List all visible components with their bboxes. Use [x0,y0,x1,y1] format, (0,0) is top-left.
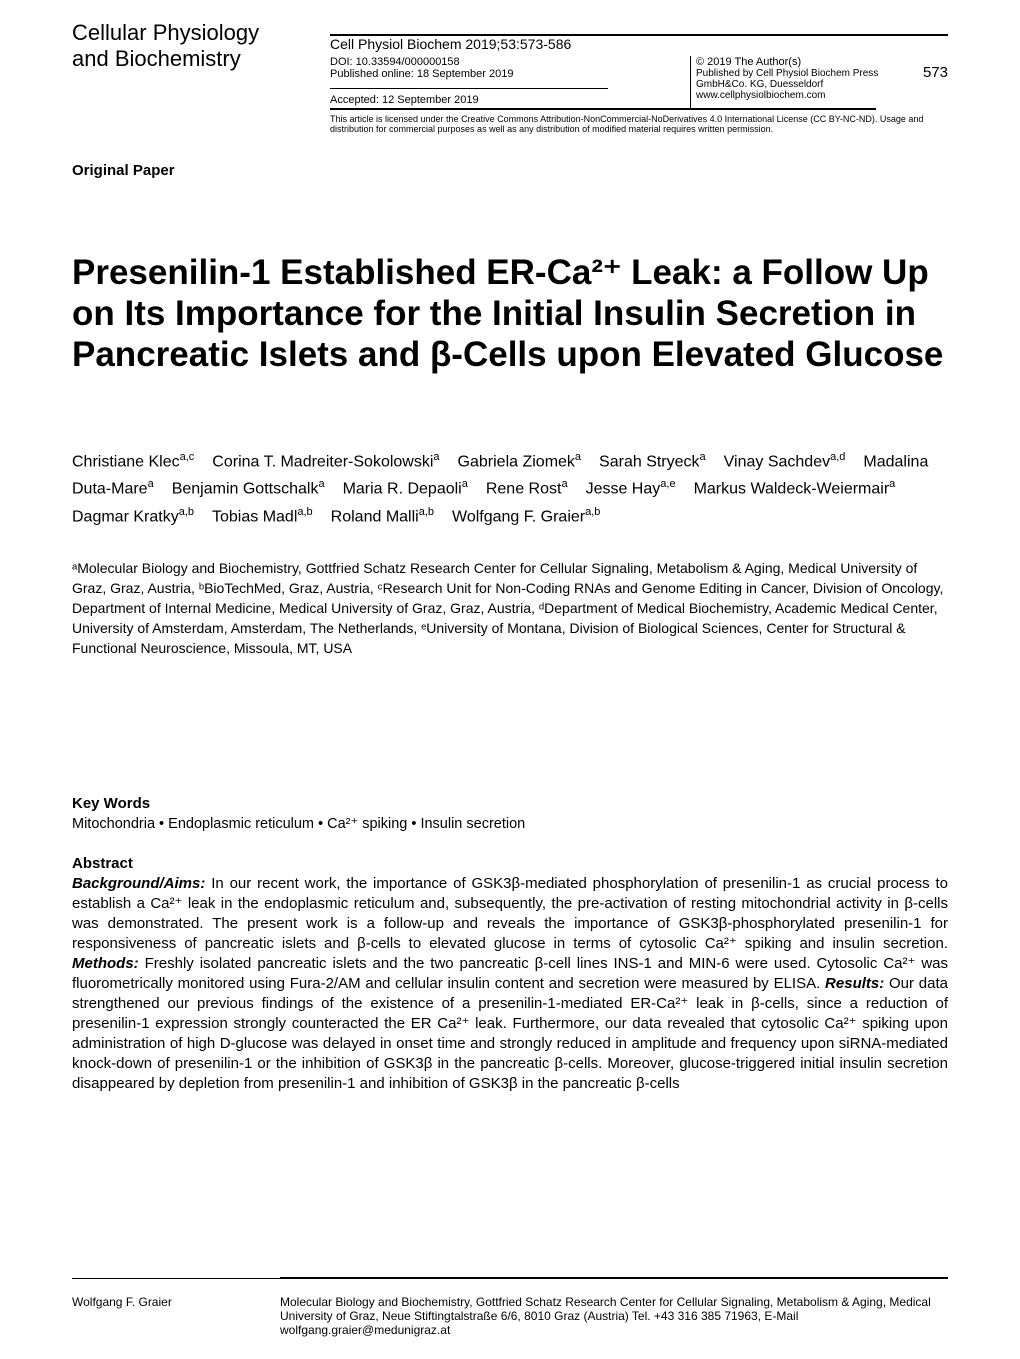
abstract-background-label: Background/Aims: [72,875,205,892]
header: Cellular Physiology and Biochemistry Cel… [72,20,948,150]
accepted-date: Accepted: 12 September 2019 [330,94,479,106]
published-online: Published online: 18 September 2019 [330,68,513,80]
keywords-label: Key Words [72,794,948,814]
divider [330,88,608,89]
correspondence-name: Wolfgang F. Graier [72,1295,172,1309]
journal-line1: Cellular Physiology [72,20,322,46]
author-list: Christiane Kleca,cCorina T. Madreiter-So… [72,446,948,528]
abstract-methods-label: Methods: [72,955,139,972]
article-type: Original Paper [72,162,175,179]
publisher: Published by Cell Physiol Biochem Press … [696,68,916,101]
license-text: This article is licensed under the Creat… [330,114,950,134]
copyright: © 2019 The Author(s) [696,56,801,68]
keywords-block: Key Words Mitochondria • Endoplasmic ret… [72,794,948,834]
divider [330,108,876,110]
affiliations: ᵃMolecular Biology and Biochemistry, Got… [72,558,948,658]
article-title: Presenilin-1 Established ER-Ca²⁺ Leak: a… [72,252,948,375]
abstract-results: Our data strengthened our previous findi… [72,975,948,1092]
correspondence-address: Molecular Biology and Biochemistry, Gott… [280,1295,948,1337]
abstract-methods: Freshly isolated pancreatic islets and t… [72,955,948,992]
keywords-text: Mitochondria • Endoplasmic reticulum • C… [72,814,948,834]
page-number: 573 [923,64,948,81]
journal-line2: and Biochemistry [72,46,241,71]
footer-rule [280,1277,948,1279]
abstract-results-label: Results: [825,975,884,992]
citation: Cell Physiol Biochem 2019;53:573-586 [330,36,571,52]
doi: DOI: 10.33594/000000158 [330,56,460,68]
abstract-label: Abstract [72,854,948,874]
abstract-block: Abstract Background/Aims: In our recent … [72,854,948,1094]
journal-name: Cellular Physiology and Biochemistry [72,20,322,72]
divider [690,56,691,108]
